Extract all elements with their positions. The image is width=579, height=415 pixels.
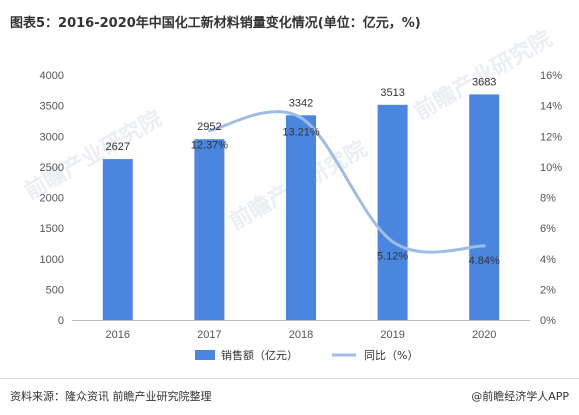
y-right-tick-label: 6% [540, 223, 556, 235]
bar-value-label: 2952 [197, 121, 221, 133]
y-left-tick-label: 3000 [40, 131, 64, 143]
y-right-tick-label: 8% [540, 193, 556, 205]
y-right-tick-label: 0% [540, 315, 556, 327]
line-value-label: 13.21% [282, 127, 320, 139]
bar [286, 115, 316, 321]
y-right-tick-label: 10% [540, 162, 562, 174]
legend-bar-label: 销售额（亿元） [221, 348, 298, 362]
bar [377, 104, 408, 320]
legend-bar-swatch [195, 350, 215, 360]
x-tick-label: 2016 [106, 329, 130, 341]
y-left-tick-label: 3500 [40, 101, 64, 113]
y-left-tick-label: 0 [58, 315, 64, 327]
y-right-tick-label: 2% [540, 284, 556, 296]
source-note: 资料来源：隆众资讯 前瞻产业研究院整理 [10, 390, 212, 403]
legend-line-label: 同比（%） [364, 349, 418, 362]
x-tick-label: 2020 [472, 329, 496, 341]
line-value-label: 4.84% [469, 255, 500, 267]
y-left-tick-label: 4000 [40, 70, 64, 82]
y-left-tick-label: 500 [46, 284, 64, 296]
x-tick-label: 2017 [197, 329, 221, 341]
brand-credit: @前瞻经济学人APP [471, 390, 569, 403]
chart-title: 图表5：2016-2020年中国化工新材料销量变化情况(单位：亿元，%) [10, 16, 421, 31]
combo-chart: 前瞻产业研究院前瞻产业研究院前瞻产业研究院0500100015002000250… [20, 26, 562, 362]
y-right-tick-label: 16% [540, 70, 562, 82]
footer-divider [0, 378, 579, 379]
y-left-tick-label: 2500 [40, 162, 64, 174]
y-right-tick-label: 14% [540, 101, 562, 113]
bar-value-label: 3342 [289, 97, 313, 109]
y-left-tick-label: 1500 [40, 223, 64, 235]
bar-value-label: 3683 [472, 76, 496, 88]
x-tick-label: 2018 [289, 329, 313, 341]
y-left-tick-label: 2000 [40, 193, 64, 205]
bar [102, 159, 133, 320]
growth-line [207, 110, 486, 254]
bar [194, 139, 225, 320]
bar-value-label: 2627 [106, 141, 130, 153]
line-value-label: 5.12% [377, 251, 408, 263]
line-value-label: 12.37% [191, 140, 229, 152]
x-tick-label: 2019 [380, 329, 404, 341]
y-right-tick-label: 12% [540, 131, 562, 143]
y-right-tick-label: 4% [540, 254, 556, 266]
bar-value-label: 3513 [380, 87, 404, 99]
y-left-tick-label: 1000 [40, 254, 64, 266]
bar [469, 94, 500, 320]
watermark-text: 前瞻产业研究院 [20, 106, 166, 206]
